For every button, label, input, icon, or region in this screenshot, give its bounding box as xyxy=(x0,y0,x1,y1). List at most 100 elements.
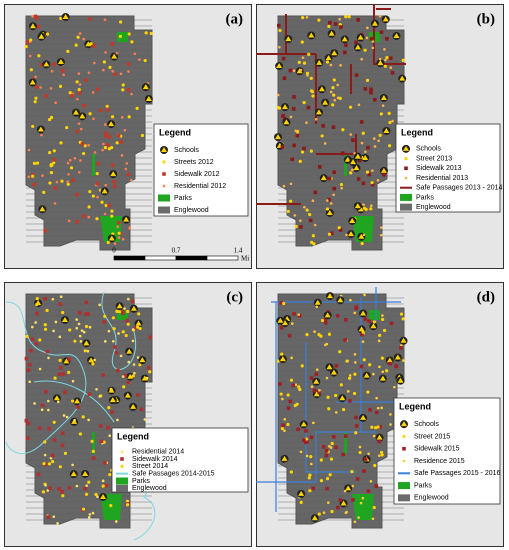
sidewalk-symbol xyxy=(84,312,88,316)
sidewalk-symbol xyxy=(84,78,88,82)
sidewalk-symbol xyxy=(107,203,111,208)
residential-symbol xyxy=(66,161,70,165)
map-panel: (a) Legend Schools Streets 2012 Sidewalk 201… xyxy=(4,4,252,269)
sidewalk-symbol xyxy=(321,124,325,128)
sidewalk-symbol xyxy=(356,177,361,181)
street-symbol xyxy=(347,15,351,19)
residential-symbol xyxy=(92,61,96,65)
street-symbol xyxy=(298,159,302,163)
street-symbol xyxy=(282,301,286,306)
residential-symbol xyxy=(291,322,294,325)
street-symbol xyxy=(309,149,313,153)
street-symbol xyxy=(365,170,370,174)
residential-symbol xyxy=(95,388,98,391)
englewood-symbol xyxy=(116,484,128,492)
residential-symbol xyxy=(381,104,385,107)
sidewalk-symbol xyxy=(53,186,57,190)
school-symbol xyxy=(326,209,333,215)
panel-label: (b) xyxy=(477,11,495,27)
sidewalk-symbol xyxy=(388,361,392,366)
residential-symbol xyxy=(107,329,111,333)
residential-symbol xyxy=(377,454,381,457)
sidewalk-symbol xyxy=(404,166,408,171)
school-symbol xyxy=(349,217,356,223)
residential-symbol xyxy=(47,356,50,360)
school-symbol xyxy=(345,485,352,491)
englewood-area xyxy=(277,293,405,529)
legend-title: Legend xyxy=(159,127,191,137)
residential-symbol xyxy=(389,66,393,70)
street-symbol xyxy=(121,88,125,92)
street-symbol xyxy=(135,325,140,329)
sidewalk-symbol xyxy=(60,490,64,494)
sidewalk-symbol xyxy=(306,105,311,110)
residential-symbol xyxy=(53,202,57,205)
street-symbol xyxy=(117,310,122,314)
legend-item: Safe Passages 2015 - 2016 xyxy=(414,470,501,477)
school-symbol xyxy=(281,455,288,461)
residential-symbol xyxy=(365,36,369,40)
residential-symbol xyxy=(91,511,95,515)
residential-symbol xyxy=(120,154,124,157)
sidewalk-symbol xyxy=(121,309,125,314)
street-symbol xyxy=(361,131,365,135)
street-symbol xyxy=(280,427,285,431)
street-symbol xyxy=(91,194,95,198)
street-symbol xyxy=(372,320,377,324)
sidewalk-symbol xyxy=(309,376,314,380)
residential-symbol xyxy=(131,328,135,331)
street-symbol xyxy=(401,58,405,62)
residential-symbol xyxy=(120,116,124,119)
street-symbol xyxy=(374,426,378,430)
street-symbol xyxy=(319,334,323,338)
street-symbol xyxy=(325,60,330,64)
school-symbol xyxy=(382,16,389,22)
street-symbol xyxy=(320,318,325,323)
school-symbol xyxy=(100,494,107,500)
residential-symbol xyxy=(111,340,115,343)
street-symbol xyxy=(43,323,47,327)
street-symbol xyxy=(53,376,57,380)
residential-symbol xyxy=(124,167,128,171)
residential-symbol xyxy=(379,233,383,237)
sidewalk-symbol xyxy=(29,348,33,353)
residential-symbol xyxy=(117,236,121,239)
residential-symbol xyxy=(328,445,331,448)
street-symbol xyxy=(31,124,35,129)
school-symbol xyxy=(39,206,46,212)
street-symbol xyxy=(373,463,377,468)
school-symbol xyxy=(358,326,365,332)
residential-symbol xyxy=(108,434,111,438)
legend-title: Legend xyxy=(117,431,149,441)
street-symbol xyxy=(48,151,52,155)
residential-symbol xyxy=(78,32,82,35)
street-symbol xyxy=(320,134,324,138)
residential-symbol xyxy=(294,383,298,387)
street-symbol xyxy=(120,464,124,468)
residential-symbol xyxy=(353,352,357,356)
residential-symbol xyxy=(86,349,90,353)
residential-symbol xyxy=(362,233,366,237)
residential-symbol xyxy=(87,215,91,219)
residential-symbol xyxy=(346,359,349,363)
street-symbol xyxy=(107,405,111,410)
residential-symbol xyxy=(75,484,79,488)
sidewalk-symbol xyxy=(99,439,104,444)
residential-symbol xyxy=(349,298,352,302)
residential-symbol xyxy=(369,480,373,483)
residential-symbol xyxy=(372,434,376,438)
street-symbol xyxy=(121,330,125,334)
school-symbol xyxy=(296,68,303,74)
school-symbol xyxy=(298,490,305,496)
sidewalk-symbol xyxy=(104,131,108,135)
residential-symbol xyxy=(58,335,62,339)
street-symbol xyxy=(325,207,330,211)
school-symbol xyxy=(397,377,404,383)
school-symbol xyxy=(324,312,331,318)
residential-symbol xyxy=(136,356,140,359)
legend-item: Street 2013 xyxy=(416,155,452,162)
school-symbol xyxy=(401,421,407,427)
legend: Legend Schools Street 2015 Sidewalk 2015 Res… xyxy=(393,397,501,505)
safe-passage xyxy=(33,380,115,423)
sidewalk-symbol xyxy=(80,142,85,146)
